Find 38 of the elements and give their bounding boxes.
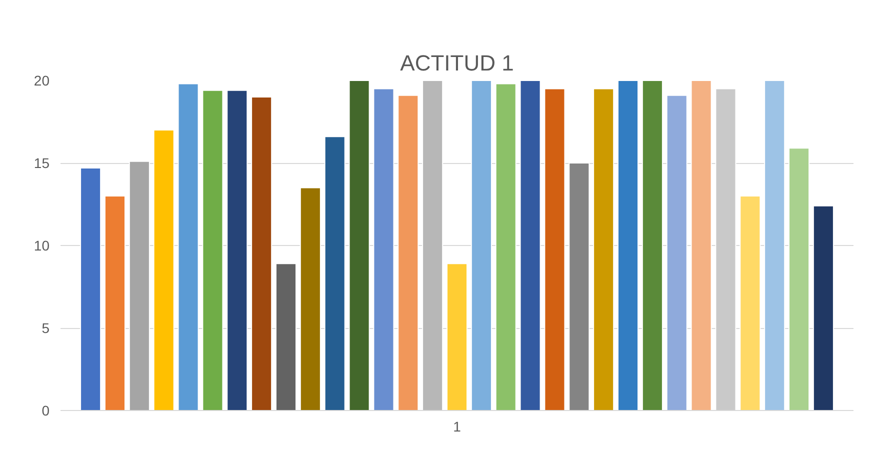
bar [178, 83, 199, 410]
bar [788, 148, 810, 410]
bar [422, 80, 444, 410]
bar [740, 196, 761, 410]
bar [812, 205, 834, 410]
bar [520, 80, 541, 410]
bar [202, 90, 224, 410]
bar [324, 136, 346, 410]
chart-title: ACTITUD 1 [400, 50, 514, 76]
bar [446, 263, 468, 410]
y-tick-label: 0 [42, 402, 50, 418]
bar [373, 88, 394, 410]
bar [275, 263, 297, 410]
bar [593, 88, 614, 410]
bar [544, 88, 566, 410]
bar [128, 160, 150, 410]
bar [300, 187, 321, 410]
bar [226, 90, 248, 410]
x-tick-label: 1 [453, 418, 462, 434]
bar [666, 94, 688, 410]
bar [398, 94, 419, 410]
y-tick-label: 20 [34, 72, 50, 88]
bar [690, 80, 712, 410]
bar [764, 80, 786, 410]
bar [715, 88, 736, 410]
bar [642, 80, 663, 410]
bar [470, 80, 492, 410]
bar [104, 196, 126, 410]
y-tick-label: 5 [42, 320, 50, 336]
bar [568, 162, 590, 410]
bar [251, 96, 272, 410]
bar [348, 80, 370, 410]
y-tick-label: 15 [34, 155, 50, 171]
bar [80, 167, 102, 410]
y-tick-label: 10 [34, 238, 50, 254]
bar [617, 80, 639, 410]
bar [495, 83, 516, 410]
bar [153, 130, 174, 410]
